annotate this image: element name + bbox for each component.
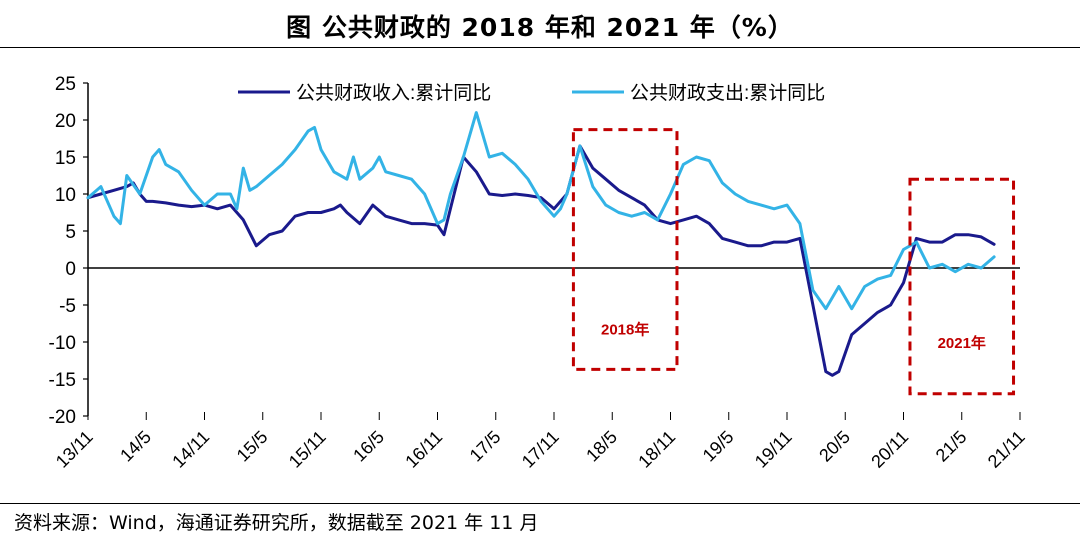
chart-title: 图 公共财政的 2018 年和 2021 年（%） <box>286 13 794 42</box>
highlight-label: 2021年 <box>938 334 986 352</box>
y-tick-label: 0 <box>65 259 76 280</box>
x-tick-label: 17/5 <box>466 427 505 466</box>
legend-label: 公共财政收入:累计同比 <box>296 82 491 104</box>
x-tick-label: 14/5 <box>116 427 155 466</box>
y-tick-label: -5 <box>59 296 76 317</box>
x-tick-label: 15/5 <box>233 427 272 466</box>
x-tick-label: 15/11 <box>285 427 330 472</box>
source-note: 资料来源：Wind，海通证券研究所，数据截至 2021 年 11 月 <box>14 512 539 534</box>
y-tick-label: -15 <box>49 370 76 391</box>
highlight-box-1 <box>571 128 679 371</box>
title-rule <box>0 47 1080 48</box>
y-tick-label: 5 <box>65 222 76 243</box>
x-tick-label: 18/5 <box>582 427 621 466</box>
x-tick-label: 16/5 <box>349 427 388 466</box>
highlight-box-2 <box>908 177 1016 396</box>
y-tick-label: 25 <box>55 74 76 95</box>
y-tick-label: 15 <box>55 148 76 169</box>
x-tick-label: 14/11 <box>168 427 213 472</box>
y-tick-label: 20 <box>55 111 76 132</box>
x-tick-label: 17/11 <box>518 427 563 472</box>
source-rule <box>0 503 1080 504</box>
legend-label: 公共财政支出:累计同比 <box>630 82 825 104</box>
x-tick-label: 21/5 <box>932 427 971 466</box>
x-tick-label: 19/5 <box>699 427 738 466</box>
x-tick-label: 18/11 <box>634 427 679 472</box>
x-tick-label: 20/5 <box>815 427 854 466</box>
x-tick-label: 13/11 <box>52 427 97 472</box>
y-tick-label: -10 <box>49 333 76 354</box>
y-tick-label: 10 <box>55 185 76 206</box>
y-tick-label: -20 <box>49 407 76 428</box>
x-tick-label: 20/11 <box>867 427 912 472</box>
x-tick-label: 21/11 <box>984 427 1029 472</box>
x-tick-label: 16/11 <box>401 427 446 472</box>
highlight-label: 2018年 <box>601 321 649 339</box>
x-tick-label: 19/11 <box>751 427 796 472</box>
series-line-revenue <box>86 144 996 377</box>
series-line-expenditure <box>86 111 996 311</box>
